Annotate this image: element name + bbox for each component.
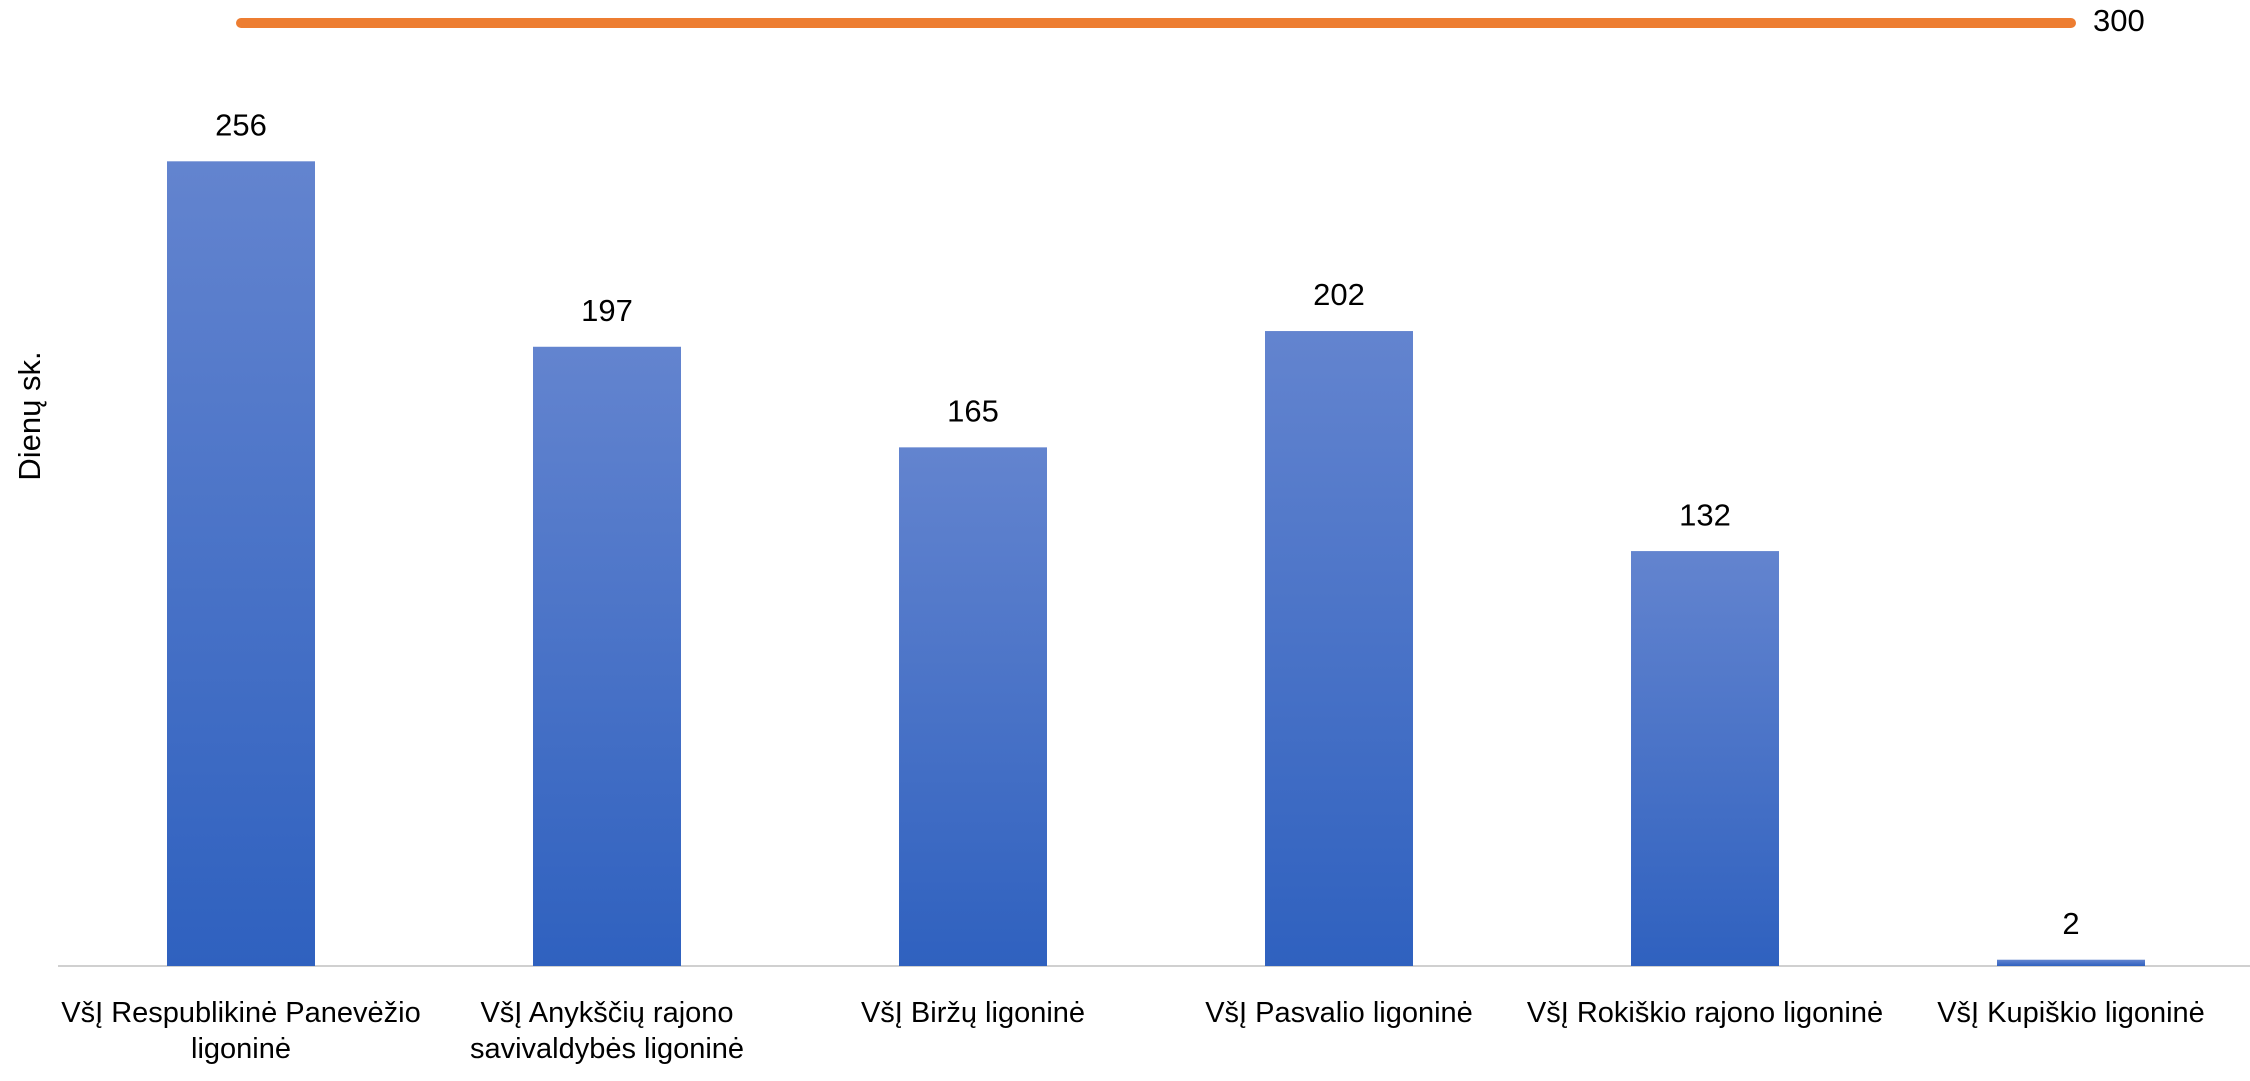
reference-line-label: 300	[2093, 3, 2145, 38]
x-tick-label: VšĮ Biržų ligoninė	[860, 997, 1086, 1029]
x-tick-label: VšĮ Rokiškio rajono ligoninė	[1526, 997, 1884, 1029]
bar	[1631, 551, 1779, 966]
x-tick-label: VšĮ Pasvalio ligoninė	[1205, 997, 1473, 1029]
x-tick-label: VšĮ Anykščių rajono savivaldybės ligonin…	[469, 997, 745, 1066]
data-label: 2	[2062, 906, 2079, 941]
data-label: 256	[215, 107, 267, 142]
bar	[167, 161, 315, 967]
x-tick-label: VšĮ Kupiškio ligoninė	[1937, 997, 2205, 1029]
bar	[1265, 331, 1413, 967]
x-tick-label: VšĮ Respublikinė Panevėžio ligoninė	[61, 997, 421, 1066]
bar	[1997, 959, 2145, 966]
data-label: 202	[1313, 277, 1365, 312]
y-axis-title: Dienų sk.	[12, 351, 47, 480]
bar	[899, 447, 1047, 967]
bar	[533, 346, 681, 967]
data-label: 165	[947, 394, 999, 429]
data-label: 132	[1679, 497, 1731, 532]
data-label: 197	[581, 293, 633, 328]
